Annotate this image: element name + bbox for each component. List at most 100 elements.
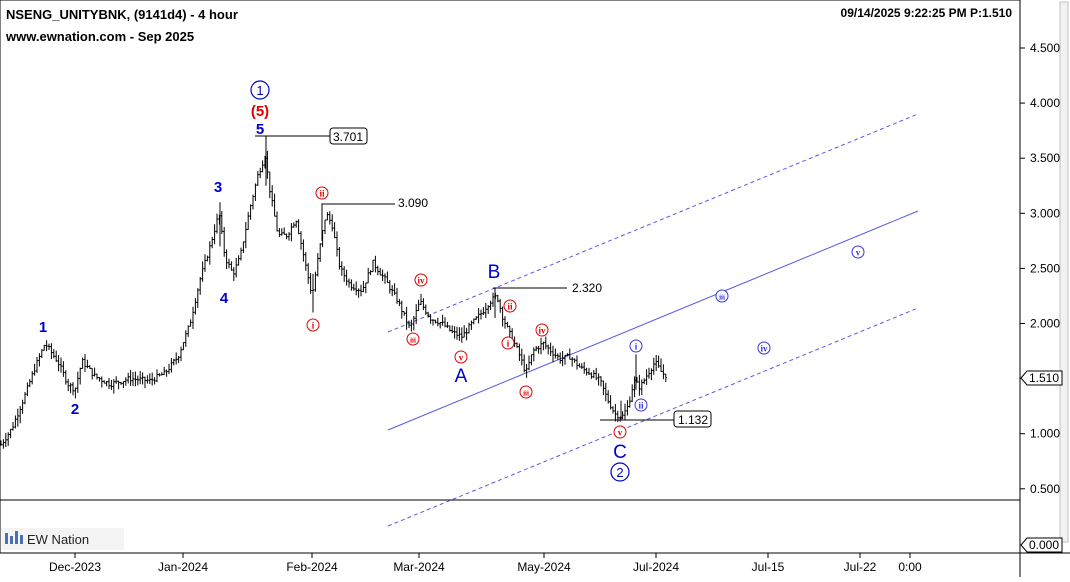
ohlc-bar — [650, 368, 653, 381]
x-tick-label: Jul-22 — [844, 560, 877, 574]
ohlc-bar — [362, 281, 365, 293]
price-axis-scrollbar[interactable] — [1059, 1, 1069, 543]
ohlc-bar — [381, 269, 384, 282]
channel-middle-line[interactable] — [387, 210, 919, 431]
ohlc-bar — [429, 314, 432, 324]
ohlc-bar — [215, 213, 219, 234]
ohlc-bar — [273, 193, 276, 217]
ohlc-bar — [35, 356, 39, 373]
ohlc-bar — [568, 348, 571, 360]
ohlc-bar — [191, 306, 195, 329]
ohlc-bar — [451, 325, 454, 334]
x-tick-label: Jul-2024 — [633, 560, 679, 574]
wave-label-A: A — [455, 366, 468, 387]
ohlc-bar — [38, 353, 41, 367]
x-tick-label: 0:00 — [898, 560, 922, 574]
timestamp-price: 09/14/2025 9:22:25 PM P:1.510 — [841, 6, 1013, 20]
ohlc-bar — [400, 300, 403, 319]
logo-text: EW Nation — [27, 532, 89, 547]
ohlc-bar — [100, 376, 103, 388]
ohlc-bar — [0, 440, 3, 446]
ohlc-bar — [83, 354, 87, 372]
level-3090[interactable]: 3.090 — [322, 196, 428, 210]
minor-wave-label-text: iv — [417, 276, 425, 286]
ohlc-bar — [163, 367, 166, 376]
minor-wave-label-text: ii — [319, 189, 325, 199]
ohlc-bar — [321, 230, 324, 248]
ohlc-bar — [119, 381, 123, 385]
ohlc-bar — [463, 325, 466, 338]
ohlc-bar — [335, 231, 339, 257]
level-2320[interactable]: 2.320 — [493, 281, 602, 295]
ohlc-bar — [134, 371, 137, 387]
ohlc-bar — [19, 405, 22, 424]
ohlc-bar — [496, 294, 499, 303]
trend-channel[interactable] — [387, 113, 919, 527]
ohlc-bar — [467, 322, 471, 334]
ohlc-bar — [283, 227, 286, 235]
ohlc-bar — [499, 298, 502, 313]
level-label: 3.090 — [398, 196, 428, 210]
ohlc-bar — [542, 341, 545, 351]
ohlc-bar — [172, 358, 175, 366]
y-tick-label: 0.500 — [1030, 482, 1060, 496]
ohlc-bar — [410, 319, 413, 332]
ohlc-bar — [211, 236, 214, 249]
ohlc-bar — [127, 372, 130, 384]
minor-wave-label: ii — [634, 398, 648, 412]
ohlc-bar — [640, 379, 643, 396]
ohlc-bar — [419, 293, 423, 306]
ohlc-bar — [532, 347, 535, 362]
indicator-panel[interactable] — [0, 499, 1021, 554]
ohlc-bar — [93, 367, 96, 377]
wave-label-1: 1 — [39, 319, 47, 336]
wave-label-circled-1: 1 — [250, 80, 270, 100]
ohlc-bar — [160, 372, 163, 376]
ohlc-bar — [501, 306, 504, 327]
ohlc-bar — [559, 352, 562, 364]
ohlc-bar — [626, 400, 629, 416]
channel-upper-line[interactable] — [387, 113, 919, 333]
ohlc-bar — [607, 390, 610, 404]
ohlc-bar — [2, 439, 5, 449]
ohlc-bar — [124, 377, 127, 386]
minor-wave-label-text: i — [312, 321, 315, 331]
axis-labels: 4.5004.0003.5003.0002.5002.0001.5001.000… — [49, 41, 1060, 574]
y-tick-label: 3.500 — [1030, 151, 1060, 165]
ohlc-bar — [383, 273, 387, 284]
ohlc-bar — [407, 320, 411, 328]
chart-title: NSENG_UNITYBNK, (9141d4) - 4 hour — [6, 7, 238, 22]
y-tick-label: 1.000 — [1030, 427, 1060, 441]
ohlc-bar — [52, 349, 55, 359]
level-1132[interactable]: 1.132 — [600, 410, 712, 428]
x-tick-label: May-2024 — [517, 560, 571, 574]
ohlc-bar — [43, 344, 46, 351]
ohlc-bar — [551, 345, 555, 363]
ohlc-bar — [158, 373, 161, 377]
ohlc-bar — [523, 354, 526, 373]
ohlc-bar — [645, 369, 648, 385]
ohlc-bar — [575, 355, 579, 370]
ohlc-bar — [470, 320, 473, 330]
ohlc-bar — [544, 336, 547, 350]
x-tick-label: Mar-2024 — [393, 560, 445, 574]
ohlc-bar — [333, 222, 336, 239]
ohlc-bar — [391, 285, 394, 297]
ohlc-bar — [117, 380, 120, 390]
ohlc-bar — [573, 358, 576, 363]
ohlc-bar — [386, 271, 389, 284]
level-3701[interactable]: 3.701 — [255, 127, 368, 145]
ohlc-bar — [309, 273, 312, 294]
channel-lower-line[interactable] — [387, 307, 919, 527]
ohlc-bar — [81, 357, 84, 370]
ohlc-bar — [175, 352, 178, 365]
minor-wave-label-text: ii — [507, 302, 513, 312]
ohlc-bar — [206, 255, 209, 262]
ohlc-bar — [299, 231, 303, 250]
ohlc-bar — [199, 277, 202, 295]
ohlc-bar — [242, 241, 245, 253]
ohlc-bar — [352, 283, 355, 291]
ohlc-bar — [465, 327, 468, 341]
ohlc-bar — [249, 204, 252, 220]
